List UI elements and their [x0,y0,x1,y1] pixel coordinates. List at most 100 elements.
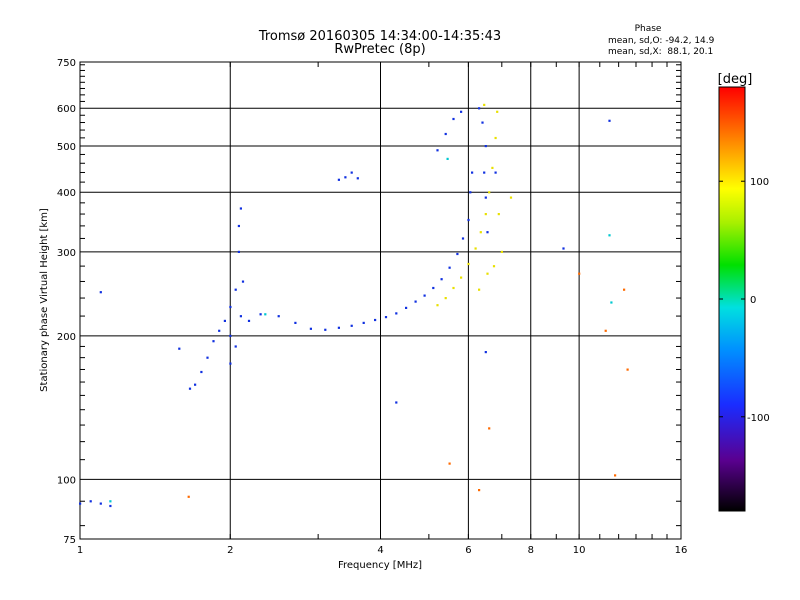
data-point [448,462,451,465]
data-point [194,383,197,386]
phase-stats-o: mean, sd,O: -94.2, 14.9 [608,36,715,46]
data-point [481,121,484,124]
y-tick-label: 400 [57,188,76,199]
data-point [478,489,481,492]
data-point [436,149,439,152]
data-point [309,327,312,330]
data-point [452,117,455,121]
data-point [456,252,459,256]
x-tick-label: 10 [573,545,586,556]
y-tick-label: 200 [57,332,76,343]
data-point [247,319,251,322]
data-point [486,231,489,234]
data-point [264,313,267,316]
data-point [259,313,262,316]
data-point [200,370,203,374]
data-point [479,231,482,234]
x-tick-label: 2 [227,545,233,556]
data-point [492,265,496,268]
data-point [337,326,340,329]
data-point [237,250,240,253]
y-tick-label: 100 [57,475,76,486]
data-point [99,291,102,294]
data-point [467,218,470,222]
data-point [187,495,190,498]
data-point [608,234,611,237]
data-point [478,107,481,110]
x-tick-label: 16 [675,545,688,556]
data-point [461,237,465,240]
data-point [218,329,221,332]
data-point [500,250,503,253]
data-point [486,272,489,275]
data-point [494,171,497,174]
data-point [229,334,232,337]
data-point [237,224,240,228]
data-point [484,351,487,354]
data-point [212,340,215,343]
colorbar-tick-label: 100 [750,177,769,188]
plot-area: 1 2 4 6 8 10 16 75 100 200 300 400 500 600 750 [57,58,687,556]
data-point [294,321,297,324]
data-point [109,504,112,508]
data-point [604,329,607,332]
data-point [356,177,359,180]
y-tick-label: 750 [57,58,76,69]
data-point [484,213,487,216]
data-point [623,288,626,291]
data-point [362,321,365,324]
data-point [483,103,486,106]
chart-subtitle: RwPretec (8p) [334,42,425,57]
data-point [344,176,347,179]
data-point [474,247,477,250]
data-point [324,328,327,331]
x-tick-label: 4 [377,545,383,556]
x-axis-label: Frequency [MHz] [338,560,422,571]
data-point [562,247,565,250]
data-point [488,191,491,194]
data-point [350,171,353,174]
chart-title: Tromsø 20160305 14:34:00-14:35:43 [258,29,501,44]
data-point [229,305,232,309]
colorbar-tick-label: -100 [747,413,770,424]
colorbar-tick-label: 0 [750,295,756,306]
data-point [491,166,494,169]
data-point [206,356,209,359]
data-point [444,132,447,136]
data-point [478,288,481,291]
y-tick-label: 500 [57,142,76,153]
y-tick-label: 600 [57,104,76,115]
data-point [350,324,353,327]
data-point [79,502,82,505]
data-point [234,288,237,291]
data-point [223,319,226,322]
data-point [610,301,613,304]
data-point [405,306,408,309]
data-point [374,318,377,322]
data-point [626,368,629,371]
data-point [509,196,513,199]
data-point [188,387,192,390]
data-point [395,312,398,315]
data-point [494,136,497,140]
data-point [423,294,426,297]
data-point [384,316,388,319]
x-tick-label: 8 [528,545,534,556]
data-point [440,278,443,281]
x-tick-label: 6 [465,545,471,556]
data-point [395,401,398,404]
y-tick-label: 300 [57,248,76,259]
data-point [241,280,245,283]
data-point [239,315,242,318]
phase-stats-x: mean, sd,X: 88.1, 20.1 [608,47,713,57]
data-point [496,110,499,113]
data-point [452,286,455,290]
data-point [578,272,581,275]
data-point [467,262,470,266]
data-point [484,145,487,148]
data-point [99,502,102,505]
data-point [460,110,463,113]
data-point [497,213,500,216]
data-point [444,297,447,300]
data-point [484,196,487,199]
